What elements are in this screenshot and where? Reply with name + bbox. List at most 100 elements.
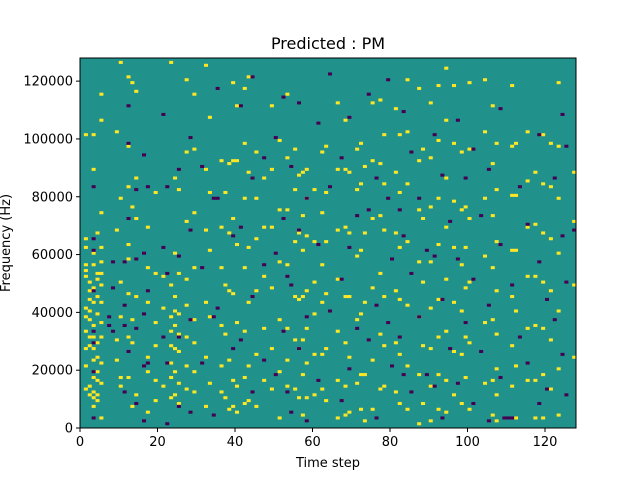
high-value-cell	[277, 370, 282, 374]
y-tick-label: 40000	[32, 306, 73, 321]
high-value-cell	[95, 271, 100, 275]
low-value-cell	[455, 381, 460, 385]
low-value-cell	[560, 112, 565, 116]
low-value-cell	[161, 335, 166, 339]
high-value-cell	[572, 170, 577, 174]
high-value-cell	[382, 384, 387, 388]
high-value-cell	[87, 297, 92, 301]
low-value-cell	[134, 401, 139, 406]
low-value-cell	[537, 401, 542, 406]
high-value-cell	[304, 234, 309, 238]
high-value-cell	[347, 170, 352, 174]
high-value-cell	[242, 266, 247, 270]
high-value-cell	[494, 188, 499, 192]
high-value-cell	[126, 292, 131, 296]
high-value-cell	[153, 321, 158, 325]
high-value-cell	[87, 318, 92, 322]
high-value-cell	[99, 381, 104, 385]
high-value-cell	[285, 358, 290, 362]
high-value-cell	[246, 300, 251, 304]
high-value-cell	[126, 257, 131, 261]
high-value-cell	[176, 332, 181, 336]
low-value-cell	[215, 196, 220, 200]
low-value-cell	[347, 245, 352, 249]
low-value-cell	[455, 257, 460, 261]
low-value-cell	[297, 228, 302, 232]
high-value-cell	[378, 214, 383, 218]
high-value-cell	[405, 240, 410, 244]
high-value-cell	[510, 84, 515, 88]
low-value-cell	[122, 260, 127, 264]
high-value-cell	[324, 240, 329, 244]
low-value-cell	[440, 416, 445, 420]
low-value-cell	[374, 303, 379, 307]
low-value-cell	[297, 101, 302, 105]
low-value-cell	[463, 176, 468, 180]
high-value-cell	[436, 407, 441, 411]
high-value-cell	[370, 407, 375, 411]
high-value-cell	[126, 144, 131, 148]
low-value-cell	[440, 173, 445, 177]
low-value-cell	[145, 361, 150, 365]
high-value-cell	[393, 341, 398, 345]
low-value-cell	[355, 214, 360, 218]
high-value-cell	[219, 390, 224, 394]
low-value-cell	[111, 286, 116, 290]
high-value-cell	[153, 399, 158, 403]
y-tick-label: 20000	[32, 364, 73, 379]
low-value-cell	[238, 225, 243, 229]
high-value-cell	[444, 66, 449, 70]
low-value-cell	[517, 335, 522, 339]
high-value-cell	[91, 358, 96, 362]
high-value-cell	[126, 335, 131, 339]
high-value-cell	[452, 141, 457, 145]
high-value-cell	[87, 344, 92, 348]
low-value-cell	[215, 306, 220, 310]
low-value-cell	[289, 283, 294, 287]
high-value-cell	[556, 367, 561, 371]
low-value-cell	[285, 274, 290, 278]
x-tick-label: 100	[455, 435, 480, 450]
high-value-cell	[417, 373, 422, 377]
high-value-cell	[405, 303, 410, 307]
high-value-cell	[114, 338, 119, 342]
high-value-cell	[91, 251, 96, 255]
high-value-cell	[169, 375, 174, 380]
high-value-cell	[184, 335, 189, 339]
high-value-cell	[510, 295, 515, 299]
high-value-cell	[483, 321, 488, 325]
high-value-cell	[514, 193, 519, 197]
high-value-cell	[525, 130, 530, 134]
low-value-cell	[537, 260, 542, 264]
high-value-cell	[95, 378, 100, 382]
high-value-cell	[145, 355, 150, 359]
high-value-cell	[254, 237, 259, 241]
high-value-cell	[304, 167, 309, 171]
low-value-cell	[564, 144, 569, 148]
x-tick-label: 40	[227, 435, 244, 450]
high-value-cell	[192, 211, 197, 215]
low-value-cell	[506, 416, 511, 420]
high-value-cell	[285, 384, 290, 388]
x-tick-label: 120	[533, 435, 558, 450]
high-value-cell	[459, 208, 464, 212]
high-value-cell	[421, 147, 426, 151]
low-value-cell	[347, 115, 352, 119]
low-value-cell	[304, 419, 309, 423]
high-value-cell	[525, 225, 530, 229]
high-value-cell	[444, 378, 449, 382]
high-value-cell	[359, 248, 364, 252]
high-value-cell	[99, 245, 104, 249]
low-value-cell	[161, 112, 166, 116]
high-value-cell	[99, 92, 104, 96]
high-value-cell	[277, 318, 282, 322]
high-value-cell	[514, 141, 519, 145]
high-value-cell	[417, 86, 422, 90]
high-value-cell	[262, 176, 267, 180]
high-value-cell	[269, 104, 274, 108]
high-value-cell	[184, 219, 189, 223]
high-value-cell	[525, 326, 530, 330]
low-value-cell	[142, 419, 147, 423]
high-value-cell	[444, 277, 449, 281]
high-value-cell	[169, 60, 174, 64]
